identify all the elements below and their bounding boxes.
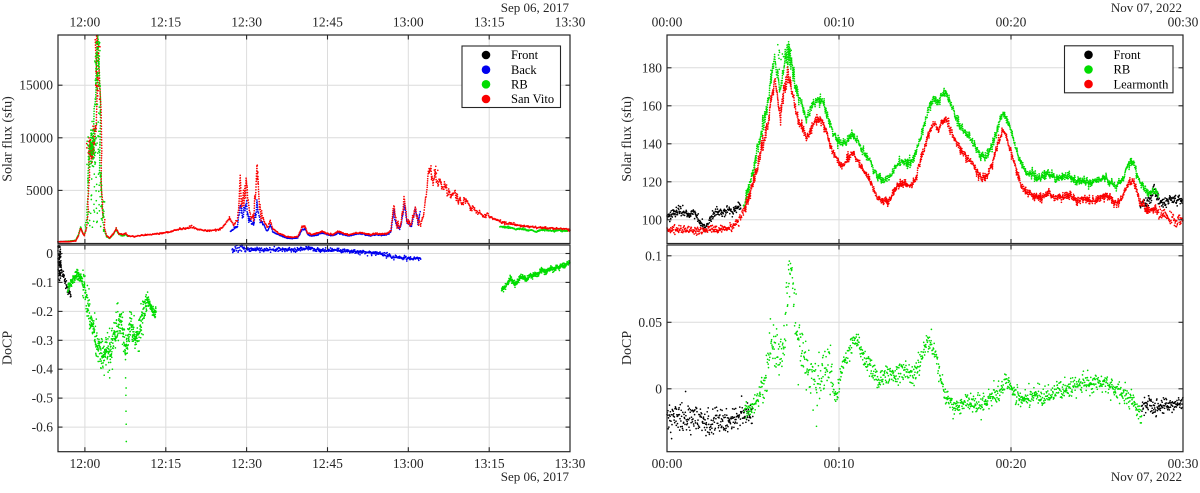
svg-text:San Vito: San Vito xyxy=(511,92,554,106)
svg-text:12:15: 12:15 xyxy=(150,14,181,29)
svg-text:160: 160 xyxy=(642,98,663,113)
svg-text:Back: Back xyxy=(511,63,537,77)
svg-text:Front: Front xyxy=(511,48,539,62)
svg-text:00:10: 00:10 xyxy=(824,456,855,471)
svg-text:00:00: 00:00 xyxy=(652,456,683,471)
svg-text:-0.6: -0.6 xyxy=(32,420,54,435)
svg-text:13:15: 13:15 xyxy=(474,14,505,29)
svg-text:Solar flux (sfu): Solar flux (sfu) xyxy=(1,96,16,182)
svg-text:12:00: 12:00 xyxy=(70,14,101,29)
svg-text:12:15: 12:15 xyxy=(150,456,181,471)
svg-text:-0.5: -0.5 xyxy=(32,391,54,406)
svg-text:12:00: 12:00 xyxy=(70,456,101,471)
svg-text:120: 120 xyxy=(642,174,663,189)
svg-text:0.1: 0.1 xyxy=(645,248,662,263)
svg-text:12:45: 12:45 xyxy=(312,14,343,29)
svg-text:Front: Front xyxy=(1114,48,1142,62)
svg-text:Sep 06, 2017: Sep 06, 2017 xyxy=(501,469,570,484)
svg-text:00:10: 00:10 xyxy=(824,14,855,29)
svg-text:13:30: 13:30 xyxy=(555,456,586,471)
svg-text:-0.2: -0.2 xyxy=(32,304,53,319)
svg-text:140: 140 xyxy=(642,136,663,151)
svg-text:Nov 07, 2022: Nov 07, 2022 xyxy=(1111,0,1182,15)
svg-text:13:00: 13:00 xyxy=(393,14,424,29)
svg-text:DoCP: DoCP xyxy=(1,331,16,365)
svg-text:00:30: 00:30 xyxy=(1168,456,1199,471)
svg-text:00:20: 00:20 xyxy=(996,14,1027,29)
svg-text:RB: RB xyxy=(511,78,528,92)
svg-text:100: 100 xyxy=(642,212,663,227)
svg-text:5000: 5000 xyxy=(26,183,53,198)
svg-text:Learmonth: Learmonth xyxy=(1114,77,1170,91)
svg-text:10000: 10000 xyxy=(19,130,53,145)
svg-text:00:00: 00:00 xyxy=(652,14,683,29)
svg-text:DoCP: DoCP xyxy=(620,331,635,365)
svg-text:0: 0 xyxy=(46,246,53,261)
svg-text:15000: 15000 xyxy=(19,78,53,93)
svg-text:RB: RB xyxy=(1114,63,1131,77)
svg-text:0.05: 0.05 xyxy=(638,315,662,330)
svg-text:13:00: 13:00 xyxy=(393,456,424,471)
svg-text:180: 180 xyxy=(642,60,663,75)
svg-text:12:45: 12:45 xyxy=(312,456,343,471)
svg-text:12:30: 12:30 xyxy=(231,456,262,471)
svg-text:0: 0 xyxy=(655,381,662,396)
svg-text:Sep 06, 2017: Sep 06, 2017 xyxy=(501,0,570,15)
svg-text:00:30: 00:30 xyxy=(1168,14,1199,29)
svg-text:13:15: 13:15 xyxy=(474,456,505,471)
svg-text:Nov 07, 2022: Nov 07, 2022 xyxy=(1111,469,1182,484)
svg-text:13:30: 13:30 xyxy=(555,14,586,29)
svg-text:-0.1: -0.1 xyxy=(32,275,53,290)
svg-text:-0.3: -0.3 xyxy=(32,333,54,348)
svg-text:12:30: 12:30 xyxy=(231,14,262,29)
svg-text:Solar flux (sfu): Solar flux (sfu) xyxy=(620,96,635,182)
svg-text:00:20: 00:20 xyxy=(996,456,1027,471)
svg-text:-0.4: -0.4 xyxy=(32,362,54,377)
